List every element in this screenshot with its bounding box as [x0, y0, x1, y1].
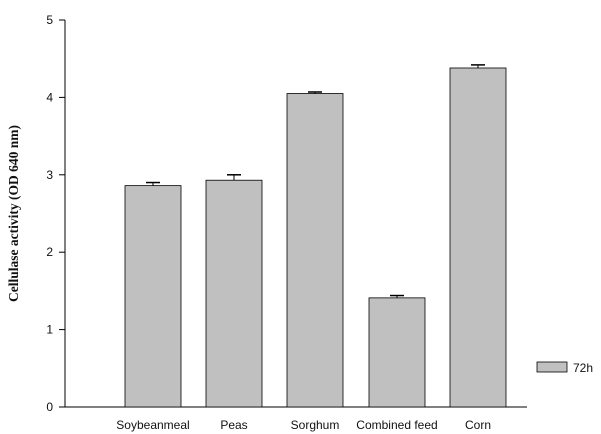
y-axis-label: Cellulase activity (OD 640 nm): [6, 125, 21, 302]
y-tick-label: 5: [46, 13, 53, 27]
y-tick-label: 2: [46, 245, 53, 259]
y-tick-label: 4: [46, 90, 53, 104]
x-category-label: Peas: [220, 418, 247, 432]
bar: [124, 185, 182, 408]
x-category-label: Sorghum: [291, 418, 340, 432]
legend-swatch: [536, 361, 568, 373]
y-ticks: 0 1 2 3 4 5: [46, 13, 65, 414]
y-tick-label: 1: [46, 323, 53, 337]
category-labels: Soybeanmeal Peas Sorghum Combined feed Corn: [116, 418, 491, 432]
x-category-label: Soybeanmeal: [116, 418, 189, 432]
x-category-label: Corn: [465, 418, 491, 432]
bars: [124, 64, 507, 408]
legend-label: 72h: [573, 361, 593, 375]
bar: [368, 297, 426, 408]
x-category-label: Combined feed: [356, 418, 437, 432]
bar: [286, 93, 344, 408]
bar: [449, 67, 507, 408]
legend: 72h: [536, 361, 593, 375]
y-tick-label: 3: [46, 168, 53, 182]
bar: [205, 179, 263, 408]
y-tick-label: 0: [46, 400, 53, 414]
